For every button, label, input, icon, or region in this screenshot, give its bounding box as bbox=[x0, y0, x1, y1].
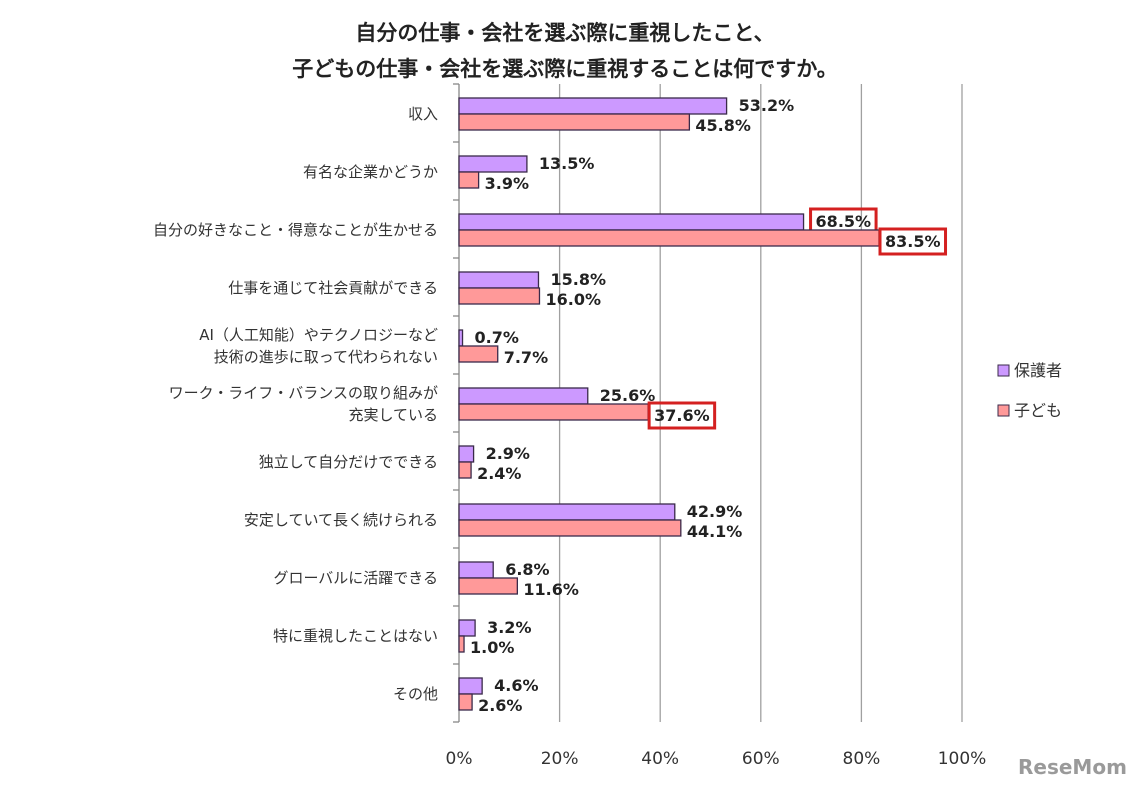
bar-parent bbox=[458, 387, 589, 405]
bar-parent bbox=[458, 445, 475, 463]
data-label: 2.4% bbox=[477, 464, 521, 483]
data-label: 16.0% bbox=[545, 290, 601, 309]
data-label: 83.5% bbox=[885, 232, 941, 251]
bar-parent bbox=[458, 155, 528, 173]
data-label: 53.2% bbox=[739, 96, 795, 115]
legend-swatch bbox=[997, 404, 1010, 417]
x-tick-label: 60% bbox=[742, 749, 780, 769]
category-label: AI（人工知能）やテクノロジーなど bbox=[199, 326, 438, 344]
bar-child bbox=[458, 171, 480, 189]
category-label: ワーク・ライフ・バランスの取り組みが bbox=[169, 384, 438, 402]
data-label: 4.6% bbox=[494, 676, 538, 695]
category-label: 特に重視したことはない bbox=[273, 627, 438, 645]
watermark-logo: ReseMom bbox=[1018, 755, 1127, 779]
bar-parent bbox=[458, 677, 483, 695]
x-tick-label: 40% bbox=[641, 749, 679, 769]
legend-label: 保護者 bbox=[1014, 361, 1062, 380]
data-label: 7.7% bbox=[504, 348, 548, 367]
bar-parent bbox=[458, 503, 676, 521]
data-label: 11.6% bbox=[523, 580, 579, 599]
category-label: 充実している bbox=[348, 406, 438, 424]
category-label: 収入 bbox=[408, 105, 438, 123]
bar-child bbox=[458, 693, 473, 711]
bar-child bbox=[458, 287, 541, 305]
bar-child bbox=[458, 113, 691, 131]
bar-parent bbox=[458, 213, 805, 231]
data-label: 3.2% bbox=[487, 618, 531, 637]
data-label: 13.5% bbox=[539, 154, 595, 173]
data-label: 42.9% bbox=[687, 502, 743, 521]
category-label: その他 bbox=[393, 685, 438, 703]
highlight-box bbox=[878, 227, 948, 256]
bar-parent bbox=[458, 619, 476, 637]
data-label: 25.6% bbox=[600, 386, 656, 405]
x-tick-label: 80% bbox=[843, 749, 881, 769]
chart-title-line: 子どもの仕事・会社を選ぶ際に重視することは何ですか。 bbox=[292, 57, 838, 81]
category-label: 技術の進歩に取って代わられない bbox=[214, 348, 438, 366]
data-label: 1.0% bbox=[470, 638, 514, 657]
legend-label: 子ども bbox=[1014, 401, 1062, 420]
category-label: 仕事を通じて社会貢献ができる bbox=[228, 279, 438, 297]
bar-child bbox=[458, 229, 880, 247]
data-label: 2.6% bbox=[478, 696, 522, 715]
highlight-box bbox=[647, 401, 717, 430]
data-label: 37.6% bbox=[654, 406, 710, 425]
data-label: 0.7% bbox=[475, 328, 519, 347]
chart-title-line: 自分の仕事・会社を選ぶ際に重視したこと、 bbox=[355, 21, 774, 45]
data-label: 3.9% bbox=[485, 174, 529, 193]
bar-child bbox=[458, 403, 649, 421]
bar-child bbox=[458, 461, 472, 479]
x-tick-label: 100% bbox=[938, 749, 987, 769]
legend-swatch bbox=[997, 364, 1010, 377]
bar-child bbox=[458, 519, 682, 537]
bar-child bbox=[458, 635, 465, 653]
x-tick-label: 20% bbox=[541, 749, 579, 769]
data-label: 15.8% bbox=[550, 270, 606, 289]
category-label: 独立して自分だけでできる bbox=[259, 453, 438, 471]
category-label: 有名な企業かどうか bbox=[303, 163, 438, 181]
data-label: 6.8% bbox=[505, 560, 549, 579]
x-tick-label: 0% bbox=[446, 749, 473, 769]
category-label: 自分の好きなこと・得意なことが生かせる bbox=[153, 221, 438, 239]
bar-child bbox=[458, 577, 518, 595]
bar-parent bbox=[458, 329, 464, 347]
bar-parent bbox=[458, 97, 728, 115]
data-label: 45.8% bbox=[695, 116, 751, 135]
data-label: 2.9% bbox=[486, 444, 530, 463]
data-label: 68.5% bbox=[816, 212, 872, 231]
category-label: グローバルに活躍できる bbox=[273, 569, 438, 587]
bar-parent bbox=[458, 271, 540, 289]
bar-child bbox=[458, 345, 499, 363]
category-label: 安定していて長く続けられる bbox=[244, 511, 438, 529]
bar-parent bbox=[458, 561, 494, 579]
data-label: 44.1% bbox=[687, 522, 743, 541]
